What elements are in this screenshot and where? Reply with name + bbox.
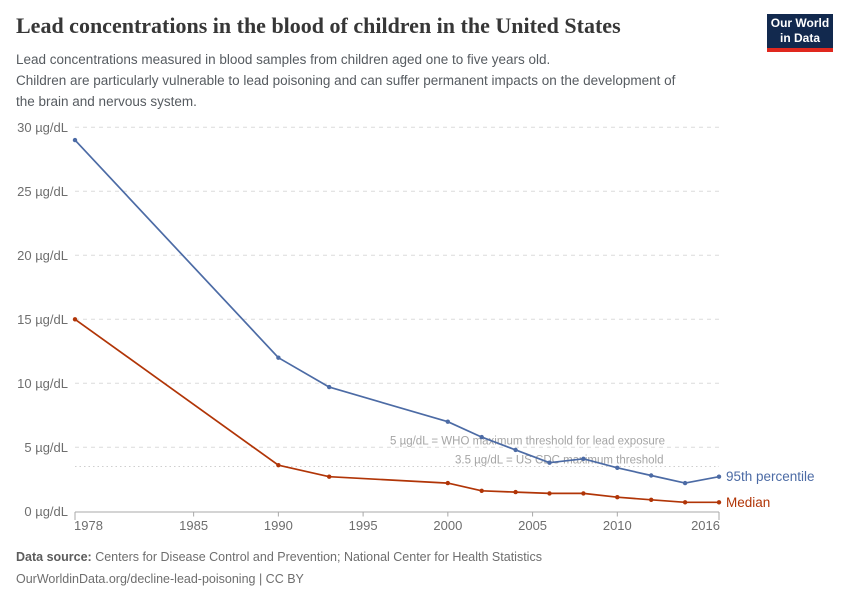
owid-url-line[interactable]: OurWorldinData.org/decline-lead-poisonin… bbox=[16, 572, 304, 586]
data-point-median[interactable] bbox=[682, 500, 688, 505]
y-axis-tick-label: 5 µg/dL bbox=[24, 440, 68, 455]
data-point-95th-percentile[interactable] bbox=[581, 456, 586, 461]
owid-logo-text-line1: Our World bbox=[770, 16, 830, 30]
data-point-95th-percentile[interactable] bbox=[615, 465, 620, 470]
data-point-median[interactable] bbox=[479, 488, 484, 493]
threshold-label: 3.5 µg/dL = US CDC maximum threshold bbox=[455, 455, 664, 467]
series-line-95th-percentile[interactable] bbox=[74, 139, 720, 484]
data-point-95th-percentile[interactable] bbox=[327, 384, 332, 390]
data-point-median[interactable] bbox=[649, 497, 654, 502]
x-axis-tick-label: 2000 bbox=[433, 518, 462, 533]
series-line-median[interactable] bbox=[74, 318, 719, 504]
data-source-line: Data source: Centers for Disease Control… bbox=[16, 546, 542, 568]
data-point-95th-percentile[interactable] bbox=[716, 474, 722, 479]
chart-subtitle: Lead concentrations measured in blood sa… bbox=[16, 49, 756, 112]
data-source-text: Centers for Disease Control and Preventi… bbox=[91, 550, 542, 564]
y-axis-tick-label: 15 µg/dL bbox=[17, 312, 68, 327]
x-axis-tick-label: 1985 bbox=[179, 518, 208, 533]
data-point-median[interactable] bbox=[581, 491, 586, 496]
x-axis-tick-label: 2016 bbox=[691, 518, 720, 533]
data-point-95th-percentile[interactable] bbox=[479, 434, 484, 440]
data-point-95th-percentile[interactable] bbox=[276, 355, 281, 360]
data-point-median[interactable] bbox=[327, 474, 332, 479]
data-point-95th-percentile[interactable] bbox=[649, 473, 654, 478]
series-label-median: Median bbox=[726, 495, 770, 510]
data-point-median[interactable] bbox=[547, 491, 552, 496]
data-point-median[interactable] bbox=[445, 480, 450, 486]
x-axis-tick-label: 2005 bbox=[518, 518, 547, 533]
y-axis-tick-label: 10 µg/dL bbox=[17, 376, 68, 391]
data-source-label: Data source: bbox=[16, 550, 92, 564]
data-point-95th-percentile[interactable] bbox=[513, 447, 518, 453]
data-point-median[interactable] bbox=[72, 317, 78, 322]
series-label-95th-percentile: 95th percentile bbox=[726, 469, 815, 484]
data-point-median[interactable] bbox=[276, 463, 281, 468]
data-point-95th-percentile[interactable] bbox=[547, 460, 552, 465]
owid-logo-text-line2: in Data bbox=[779, 31, 820, 45]
data-point-median[interactable] bbox=[716, 500, 722, 505]
page-title: Lead concentrations in the blood of chil… bbox=[16, 13, 621, 38]
x-axis-tick-label: 1990 bbox=[264, 518, 293, 533]
data-point-95th-percentile[interactable] bbox=[72, 137, 78, 143]
data-point-95th-percentile[interactable] bbox=[682, 480, 688, 486]
data-point-median[interactable] bbox=[615, 495, 620, 500]
y-axis-tick-label: 25 µg/dL bbox=[17, 184, 68, 199]
subtitle-line: Lead concentrations measured in blood sa… bbox=[16, 51, 551, 67]
y-axis-tick-label: 0 µg/dL bbox=[24, 504, 68, 519]
data-point-median[interactable] bbox=[513, 489, 518, 495]
chart-footer: Data source: Centers for Disease Control… bbox=[16, 546, 542, 590]
x-axis-tick-label: 1995 bbox=[349, 518, 378, 533]
owid-logo[interactable]: Our World in Data bbox=[767, 14, 833, 52]
y-axis-tick-label: 20 µg/dL bbox=[17, 248, 68, 263]
threshold-label: 5 µg/dL = WHO maximum threshold for lead… bbox=[390, 435, 665, 447]
x-axis-tick-label: 1978 bbox=[74, 518, 103, 533]
chart-header: Lead concentrations in the blood of chil… bbox=[16, 12, 756, 112]
subtitle-line: Children are particularly vulnerable to … bbox=[16, 72, 676, 88]
x-axis-tick-label: 2010 bbox=[603, 518, 632, 533]
subtitle-line: the brain and nervous system. bbox=[16, 93, 197, 109]
y-axis-tick-label: 30 µg/dL bbox=[17, 120, 68, 135]
data-point-95th-percentile[interactable] bbox=[445, 419, 450, 424]
